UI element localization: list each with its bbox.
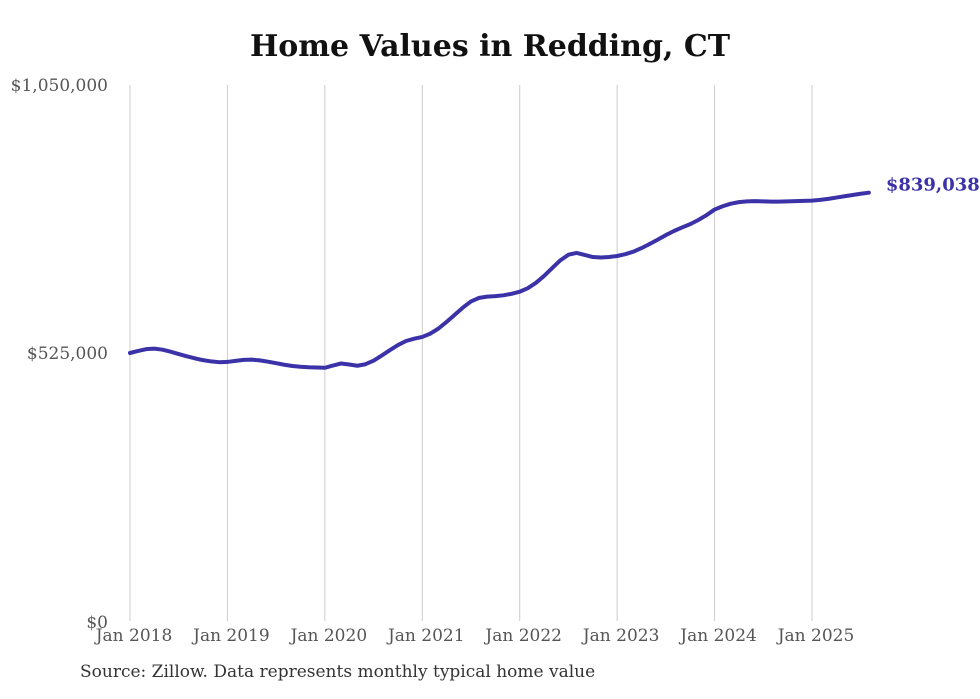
y-tick-label: $525,000 bbox=[27, 344, 108, 364]
y-tick-label: $1,050,000 bbox=[11, 76, 108, 96]
x-tick-label: Jan 2019 bbox=[191, 626, 270, 646]
y-tick-label: $0 bbox=[86, 613, 108, 633]
x-tick-label: Jan 2023 bbox=[581, 626, 660, 646]
x-tick-label: Jan 2024 bbox=[678, 626, 757, 646]
x-axis-tick-labels: Jan 2018 Jan 2019 Jan 2020 Jan 2021 Jan 2022… bbox=[94, 626, 855, 646]
y-axis-tick-labels: $0 $525,000 $1,050,000 bbox=[11, 76, 108, 633]
home-value-line bbox=[128, 190, 871, 370]
x-tick-label: Jan 2018 bbox=[94, 626, 173, 646]
source-note: Source: Zillow. Data represents monthly … bbox=[80, 662, 595, 682]
x-tick-label: Jan 2021 bbox=[386, 626, 465, 646]
x-tick-label: Jan 2025 bbox=[776, 626, 855, 646]
x-tick-label: Jan 2022 bbox=[483, 626, 562, 646]
chart-title: Home Values in Redding, CT bbox=[250, 29, 731, 64]
vertical-gridlines bbox=[129, 85, 813, 621]
x-tick-label: Jan 2020 bbox=[289, 626, 368, 646]
end-value-label: $839,038 bbox=[886, 175, 980, 196]
